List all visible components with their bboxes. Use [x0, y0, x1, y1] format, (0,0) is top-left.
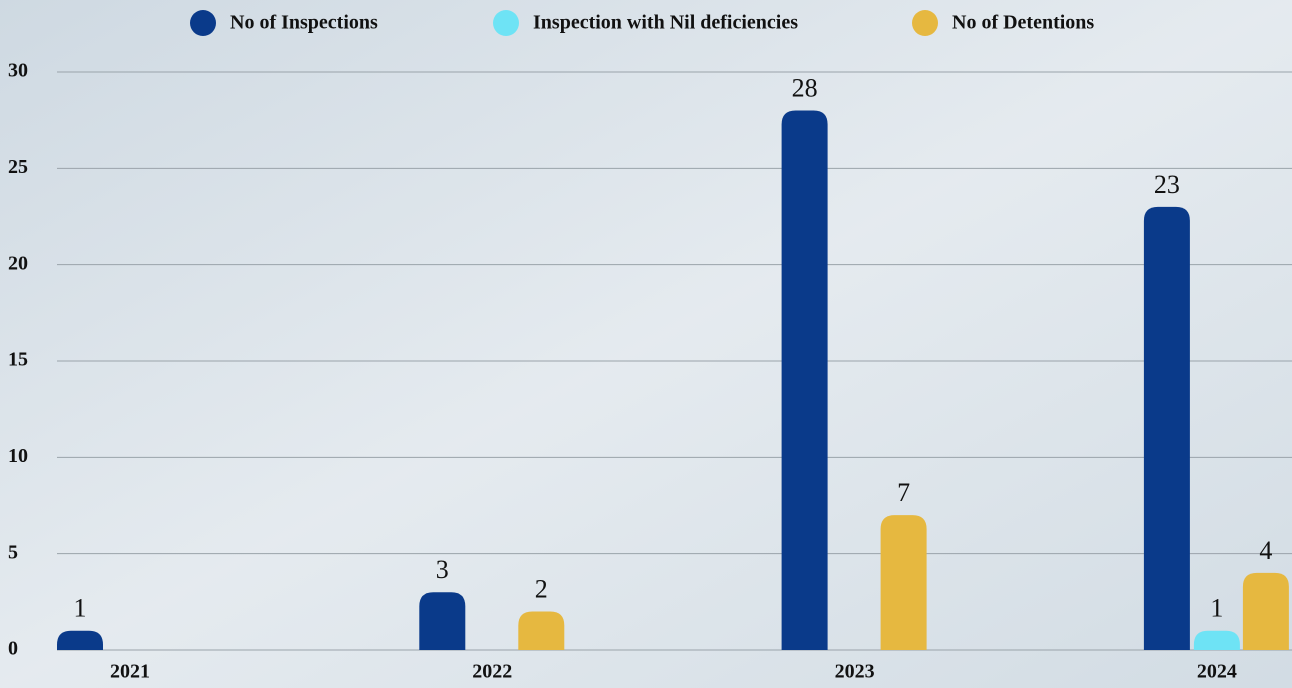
y-tick-label: 15 [8, 349, 28, 371]
bar [419, 592, 466, 650]
value-label: 23 [1154, 170, 1180, 199]
bar [1193, 630, 1240, 650]
value-label: 3 [436, 555, 449, 584]
value-label: 4 [1259, 536, 1272, 565]
legend-label: Inspection with Nil deficiencies [533, 12, 798, 34]
value-label: 28 [792, 74, 818, 103]
y-tick-label: 25 [8, 156, 28, 178]
legend-label: No of Detentions [952, 12, 1094, 34]
bar [781, 110, 828, 651]
bar [518, 611, 565, 650]
x-tick-label: 2024 [1197, 661, 1237, 683]
y-tick-label: 30 [8, 60, 28, 82]
bar [57, 630, 103, 650]
legend-swatch [493, 10, 519, 36]
value-label: 1 [74, 594, 87, 623]
value-label: 1 [1210, 594, 1223, 623]
y-tick-label: 5 [8, 541, 18, 563]
x-tick-label: 2022 [472, 661, 512, 683]
bar [1143, 206, 1190, 650]
x-tick-label: 2023 [835, 661, 875, 683]
x-tick-label: 2021 [110, 661, 150, 683]
legend-swatch [190, 10, 216, 36]
legend-swatch [912, 10, 938, 36]
y-tick-label: 10 [8, 445, 28, 467]
value-label: 2 [535, 574, 548, 603]
bar [1242, 572, 1289, 650]
legend-label: No of Inspections [230, 12, 378, 34]
y-tick-label: 20 [8, 252, 28, 274]
value-label: 7 [897, 478, 910, 507]
y-tick-label: 0 [8, 638, 18, 660]
bar [880, 515, 927, 650]
